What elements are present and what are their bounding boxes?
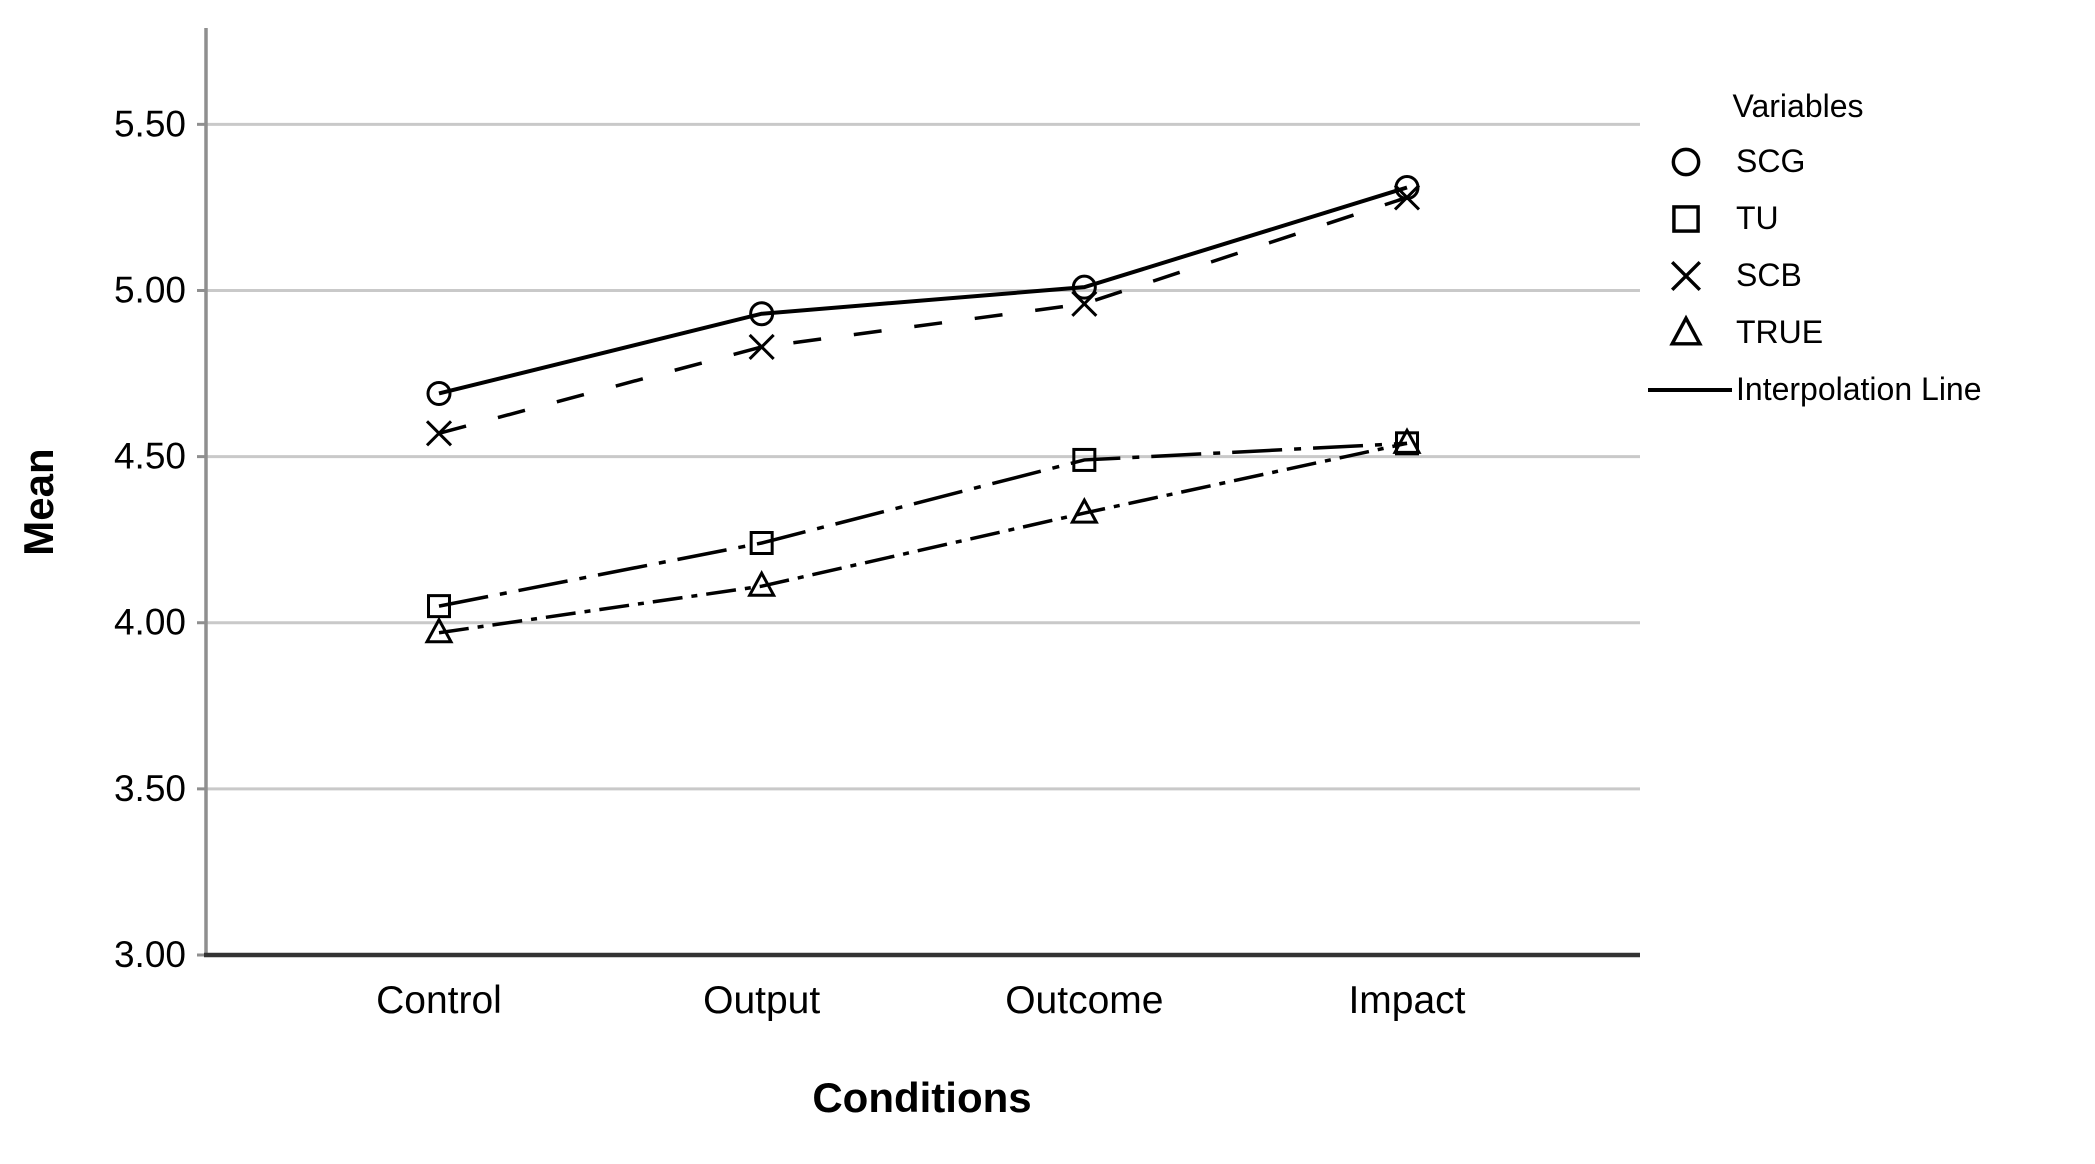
triangle-marker-icon bbox=[1669, 314, 1703, 346]
legend: Variables SCG TU SCB TRUE Interpolation Line bbox=[1648, 88, 2048, 418]
marker-SCG-Outcome bbox=[1071, 274, 1097, 300]
marker-SCB-Control bbox=[425, 420, 453, 447]
series-line-TU bbox=[438, 441, 1408, 608]
y-tick-label: 3.00 bbox=[114, 934, 186, 975]
legend-label-SCB: SCB bbox=[1736, 257, 1802, 293]
y-tick-label: 5.50 bbox=[114, 103, 186, 144]
series-line-SCG bbox=[438, 185, 1408, 396]
legend-item-SCG: SCG bbox=[1648, 133, 2048, 190]
marker-TU-Outcome bbox=[1072, 447, 1097, 472]
line-sample-icon bbox=[1648, 367, 1736, 413]
legend-label-SCG: SCG bbox=[1736, 143, 1806, 179]
x-category-label: Output bbox=[703, 979, 820, 1022]
x-category-label: Outcome bbox=[1005, 979, 1163, 1022]
legend-label-interpolation-line: Interpolation Line bbox=[1736, 371, 1982, 407]
marker-SCG-Output bbox=[749, 301, 775, 327]
marker-TRUE-Control bbox=[424, 616, 454, 644]
marker-TRUE-Impact bbox=[1392, 427, 1422, 454]
marker-SCB-Outcome bbox=[1071, 290, 1098, 317]
series-line-TRUE bbox=[438, 441, 1408, 635]
x-marker-icon bbox=[1648, 253, 1736, 299]
circle-marker-icon bbox=[1671, 147, 1701, 176]
x-marker-icon bbox=[1670, 260, 1702, 291]
y-tick-label: 4.00 bbox=[114, 602, 186, 643]
legend-item-SCB: SCB bbox=[1648, 247, 2048, 304]
x-category-label: Impact bbox=[1348, 979, 1465, 1022]
legend-item-interpolation-line: Interpolation Line bbox=[1648, 361, 2048, 418]
marker-SCG-Control bbox=[426, 380, 452, 406]
marker-TRUE-Output bbox=[747, 570, 777, 597]
marker-TU-Output bbox=[749, 531, 774, 555]
legend-item-TU: TU bbox=[1648, 190, 2048, 247]
marker-TRUE-Outcome bbox=[1069, 496, 1099, 524]
legend-item-TRUE: TRUE bbox=[1648, 304, 2048, 361]
legend-title: Variables bbox=[1732, 88, 1864, 124]
x-axis-title: Conditions bbox=[812, 1074, 1032, 1121]
square-marker-icon bbox=[1648, 196, 1736, 242]
y-axis-title: Mean bbox=[15, 448, 62, 556]
marker-SCB-Output bbox=[748, 333, 775, 361]
y-tick-label: 3.50 bbox=[114, 768, 186, 809]
series-line-SCB bbox=[438, 195, 1408, 436]
legend-items: SCG TU SCB TRUE Interpolation Line bbox=[1648, 133, 2048, 418]
circle-marker-icon bbox=[1648, 139, 1736, 185]
triangle-marker-icon bbox=[1648, 310, 1736, 356]
legend-label-TRUE: TRUE bbox=[1736, 314, 1824, 350]
y-tick-label: 5.00 bbox=[114, 269, 186, 310]
y-tick-label: 4.50 bbox=[114, 436, 186, 477]
square-marker-icon bbox=[1672, 204, 1700, 233]
marker-SCB-Impact bbox=[1393, 184, 1421, 211]
legend-label-TU: TU bbox=[1736, 200, 1779, 236]
x-category-label: Control bbox=[376, 979, 502, 1022]
